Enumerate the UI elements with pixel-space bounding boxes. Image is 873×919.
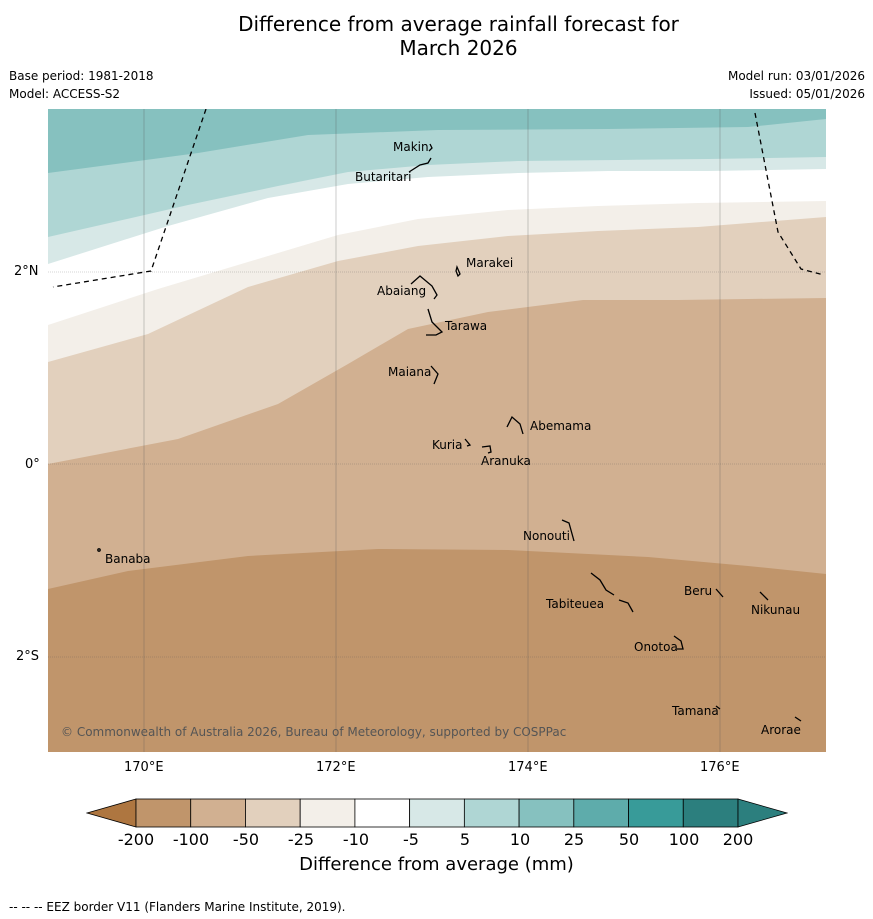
legend-label: -5	[403, 830, 419, 849]
tabiteuea-north-island	[590, 572, 615, 596]
legend-label: 200	[722, 830, 754, 849]
tarawa-island	[426, 308, 444, 336]
tabiteuea-south-island	[618, 599, 634, 613]
label-kuria: Kuria	[432, 438, 463, 452]
colorbar-segment	[354, 798, 411, 828]
legend-label: 25	[563, 830, 585, 849]
chart-title: Difference from average rainfall forecas…	[0, 12, 873, 60]
colorbar-segment	[409, 798, 465, 828]
maiana-island	[430, 365, 439, 385]
colorbar-segment	[628, 798, 684, 828]
colorbar-arrow-high	[737, 798, 788, 828]
label-butaritari: Butaritari	[355, 170, 412, 184]
legend-label: 5	[459, 830, 471, 849]
title-line-1: Difference from average rainfall forecas…	[238, 12, 679, 36]
legend-label: 10	[509, 830, 531, 849]
lon-label-174e: 174°E	[508, 760, 548, 775]
label-abaiang: Abaiang	[377, 284, 426, 298]
beru-island	[715, 588, 724, 598]
lat-label-2n: 2°N	[14, 264, 39, 279]
eez-border-west	[52, 109, 207, 288]
marakei-island	[455, 264, 461, 278]
colorbar-segment	[299, 798, 356, 828]
colorbar-segment	[573, 798, 629, 828]
colorbar-segment	[135, 798, 192, 828]
title-line-2: March 2026	[399, 36, 518, 60]
label-tabiteuea: Tabiteuea	[545, 597, 604, 611]
label-marakei: Marakei	[466, 256, 513, 270]
colorbar-segment	[682, 798, 739, 828]
label-arorae: Arorae	[761, 723, 801, 737]
label-maiana: Maiana	[388, 365, 431, 379]
colorbar-segment	[463, 798, 520, 828]
label-makin: Makin	[393, 140, 429, 154]
place-labels: Makin Butaritari Marakei Abaiang Tarawa …	[105, 140, 801, 737]
abemama-island	[506, 415, 524, 435]
legend-label: -100	[172, 830, 210, 849]
legend-title: Difference from average (mm)	[299, 854, 574, 875]
label-nonouti: Nonouti	[523, 529, 570, 543]
grid-lines	[48, 109, 826, 752]
legend-label: 50	[618, 830, 640, 849]
copyright-notice: © Commonwealth of Australia 2026, Bureau…	[61, 725, 566, 739]
colorbar-segment	[518, 798, 575, 828]
label-aranuka: Aranuka	[481, 454, 531, 468]
aranuka-island	[481, 445, 492, 454]
lat-label-0: 0°	[25, 457, 40, 472]
eez-borders	[52, 109, 825, 288]
label-abemama: Abemama	[530, 419, 591, 433]
label-beru: Beru	[684, 584, 712, 598]
base-period: Base period: 1981-2018	[9, 69, 154, 83]
model-name: Model: ACCESS-S2	[9, 87, 121, 101]
nikunau-island	[759, 591, 769, 601]
model-run: Model run: 03/01/2026	[727, 69, 865, 83]
lon-label-170e: 170°E	[124, 760, 164, 775]
meta-left: Base period: 1981-2018 Model: ACCESS-S2	[9, 67, 154, 103]
label-nikunau: Nikunau	[751, 603, 800, 617]
eez-footnote: -- -- -- EEZ border V11 (Flanders Marine…	[9, 900, 346, 914]
label-onotoa: Onotoa	[634, 640, 678, 654]
colorbar	[86, 798, 788, 828]
banaba-island	[97, 548, 101, 552]
issued-date: Issued: 05/01/2026	[749, 87, 865, 101]
legend-label: 100	[668, 830, 700, 849]
lon-label-172e: 172°E	[316, 760, 356, 775]
label-banaba: Banaba	[105, 552, 151, 566]
islands	[97, 143, 802, 722]
arorae-island	[794, 716, 802, 722]
onotoa-island	[673, 635, 684, 650]
colorbar-segment	[190, 798, 246, 828]
nonouti-island	[561, 519, 575, 542]
colorbar-segment	[245, 798, 301, 828]
legend-label: -50	[232, 830, 260, 849]
legend-label: -25	[287, 830, 315, 849]
band-25-to-50	[48, 109, 826, 173]
tamana-island	[715, 705, 721, 710]
legend-label: -10	[342, 830, 370, 849]
butaritari-island	[408, 157, 432, 173]
kuria-island	[464, 438, 472, 447]
label-tarawa: Tarawa	[444, 319, 487, 333]
label-tamana: Tamana	[671, 704, 719, 718]
makin-island	[428, 143, 433, 152]
rainfall-map: Makin Butaritari Marakei Abaiang Tarawa …	[48, 109, 826, 752]
colorbar-arrow-low	[86, 798, 137, 828]
abaiang-island	[410, 275, 438, 300]
meta-right: Model run: 03/01/2026 Issued: 05/01/2026	[728, 67, 865, 103]
lat-label-2s: 2°S	[16, 649, 40, 664]
legend-label: -200	[117, 830, 155, 849]
lon-label-176e: 176°E	[700, 760, 740, 775]
